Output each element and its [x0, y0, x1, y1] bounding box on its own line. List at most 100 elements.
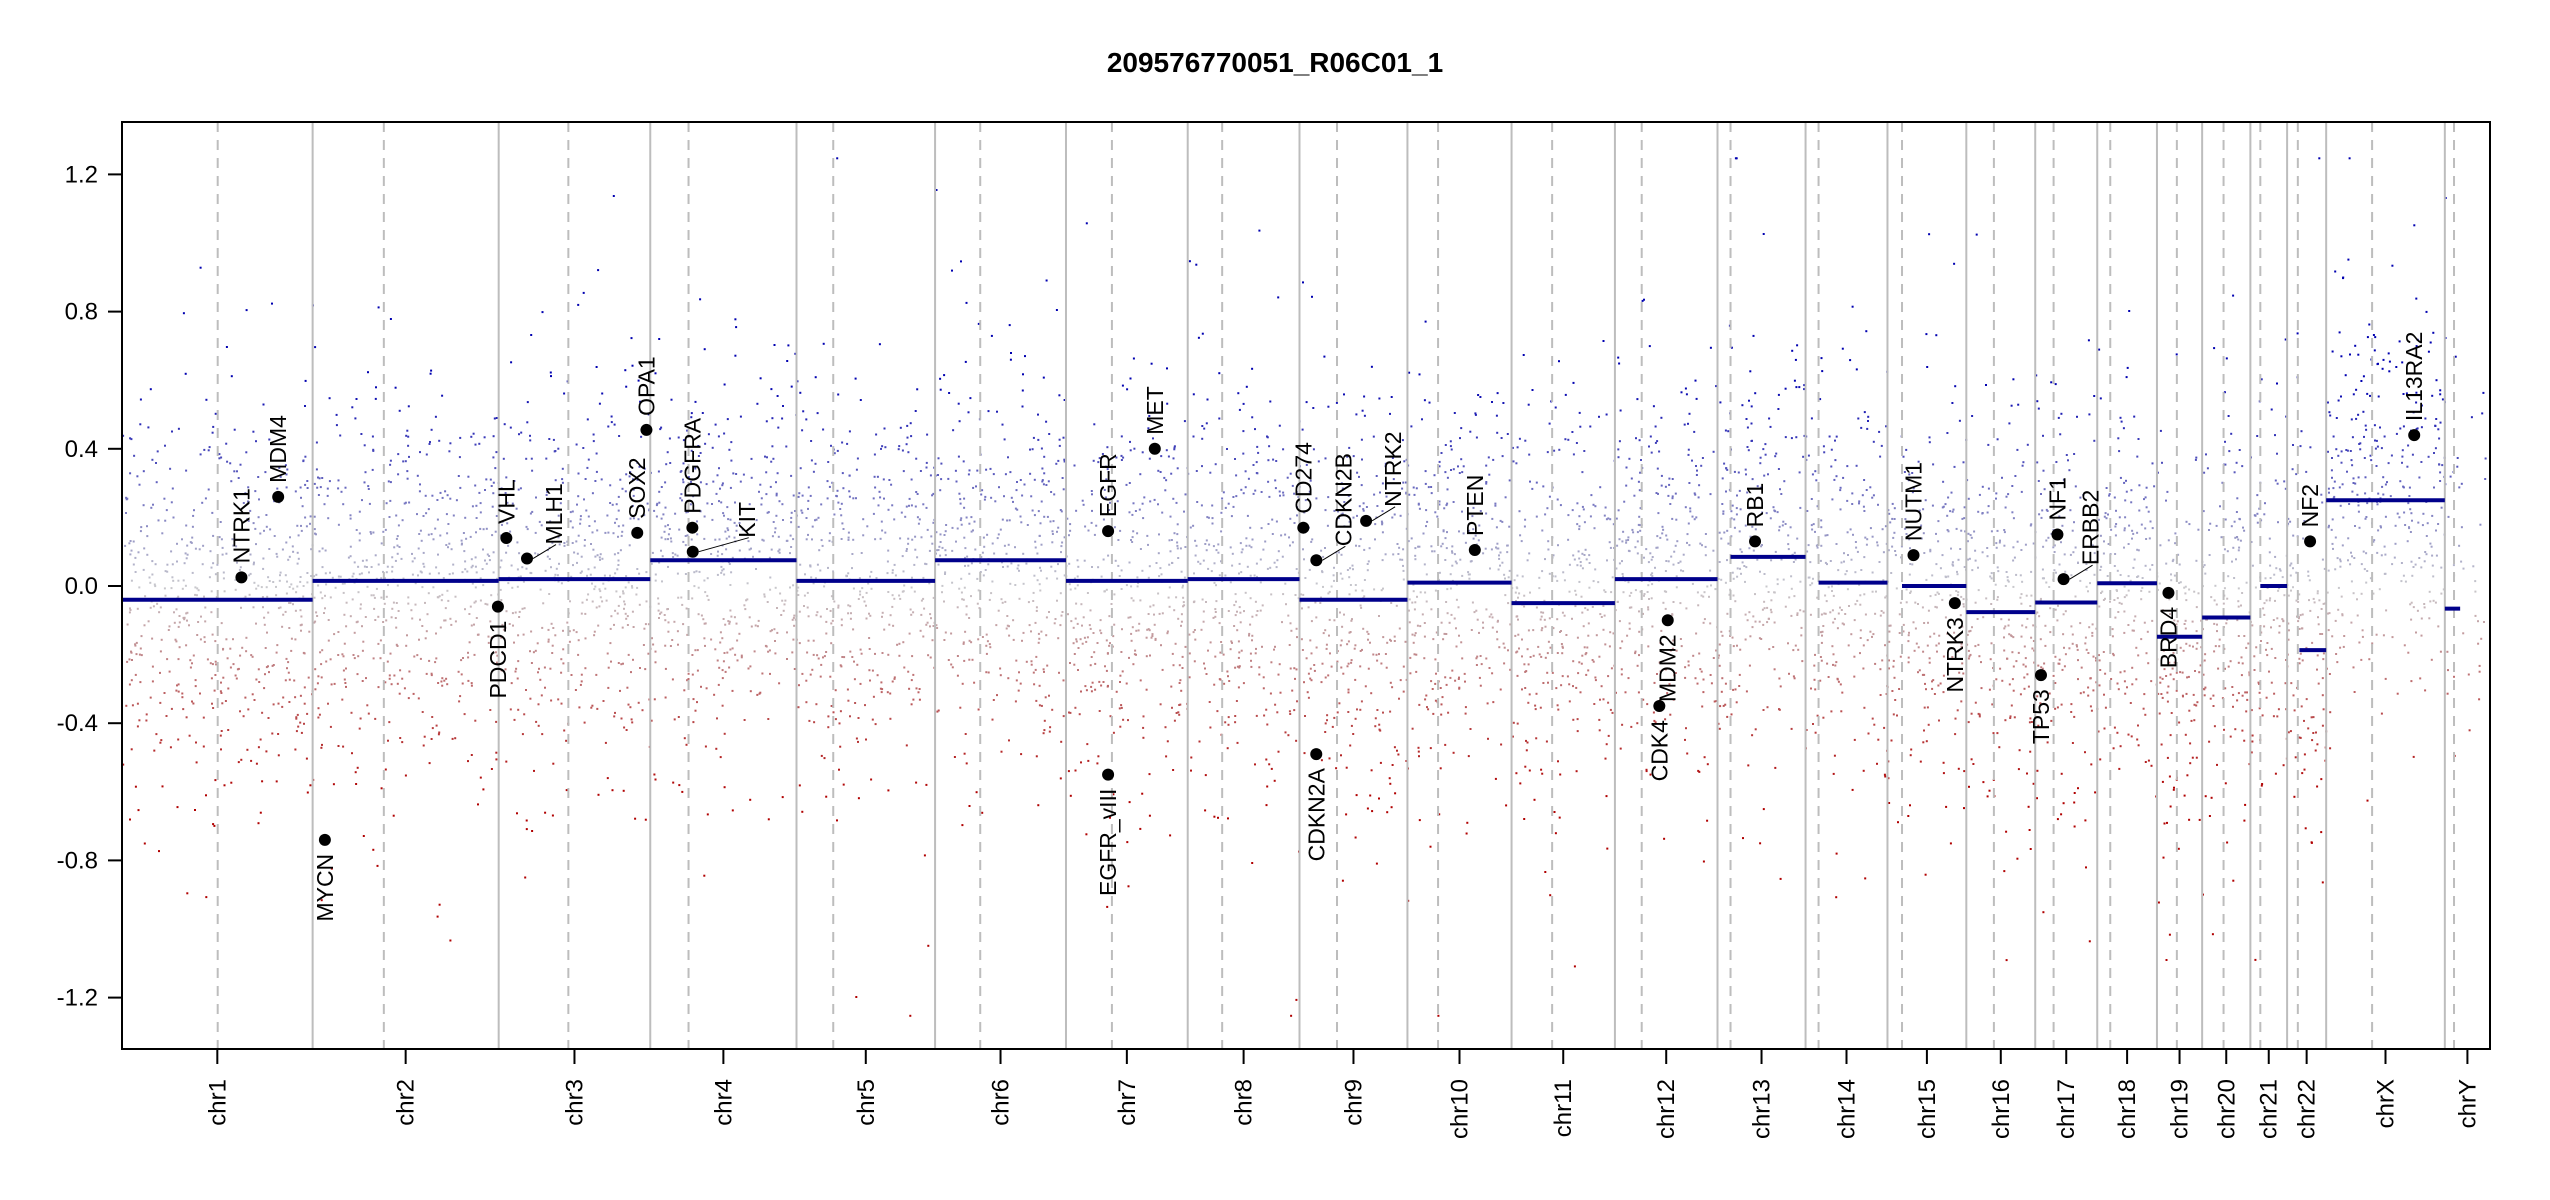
probe-point	[1687, 664, 1690, 667]
probe-point	[1403, 460, 1406, 463]
probe-point	[1173, 448, 1176, 451]
probe-point	[419, 529, 422, 532]
probe-point	[920, 536, 923, 539]
probe-point	[1504, 496, 1507, 499]
probe-point	[1346, 665, 1349, 668]
probe-point	[1005, 627, 1008, 630]
probe-point	[408, 670, 411, 673]
probe-point	[1182, 601, 1185, 604]
probe-point	[302, 585, 305, 587]
probe-point	[848, 495, 851, 498]
probe-point	[385, 502, 388, 505]
probe-point	[1045, 616, 1048, 619]
probe-point	[988, 643, 991, 646]
probe-point	[288, 602, 291, 604]
probe-point	[1133, 653, 1136, 656]
probe-point	[1620, 668, 1623, 671]
probe-point	[1181, 586, 1184, 589]
probe-point	[1471, 515, 1474, 518]
probe-point	[1356, 708, 1358, 711]
probe-point	[1762, 233, 1765, 235]
probe-point	[525, 457, 528, 460]
probe-point	[1242, 682, 1245, 685]
probe-point	[1649, 435, 1652, 438]
probe-point	[214, 573, 217, 576]
probe-point	[1289, 713, 1292, 715]
probe-point	[177, 658, 180, 661]
probe-point	[1604, 591, 1607, 593]
probe-point	[373, 596, 376, 599]
probe-point	[516, 568, 519, 571]
probe-point	[736, 659, 739, 662]
probe-point	[909, 608, 912, 611]
probe-point	[910, 613, 913, 616]
probe-point	[724, 530, 727, 533]
probe-point	[1478, 631, 1480, 634]
probe-point	[459, 695, 462, 698]
probe-point	[1502, 642, 1505, 645]
probe-point	[245, 650, 248, 653]
probe-point	[577, 639, 580, 642]
probe-point	[669, 537, 672, 540]
probe-point	[1348, 576, 1351, 579]
probe-point	[1443, 507, 1446, 510]
probe-point	[1268, 445, 1271, 448]
probe-point	[684, 535, 687, 537]
probe-point	[1572, 660, 1575, 663]
probe-point	[183, 618, 186, 621]
probe-point	[221, 553, 224, 556]
probe-point	[1079, 638, 1082, 641]
probe-point	[225, 346, 228, 348]
probe-point	[1270, 593, 1273, 596]
probe-point	[1810, 687, 1812, 690]
probe-point	[1697, 604, 1700, 607]
probe-point	[1739, 567, 1741, 570]
probe-point	[1662, 528, 1665, 531]
probe-point	[268, 580, 271, 582]
probe-point	[1506, 433, 1509, 435]
probe-point	[1029, 448, 1031, 451]
probe-point	[1671, 517, 1674, 520]
probe-point	[626, 615, 629, 618]
probe-point	[664, 506, 667, 509]
probe-point	[447, 523, 450, 525]
probe-point	[704, 745, 707, 748]
probe-point	[1523, 605, 1526, 608]
probe-point	[1502, 402, 1505, 404]
probe-point	[1212, 616, 1215, 619]
probe-point	[407, 596, 410, 599]
probe-point	[1694, 493, 1697, 496]
probe-point	[1272, 458, 1275, 461]
probe-point	[1031, 509, 1034, 512]
probe-point	[136, 607, 139, 610]
probe-point	[518, 552, 521, 555]
probe-point	[629, 517, 632, 520]
probe-point	[1139, 679, 1142, 682]
probe-point	[1022, 631, 1025, 634]
probe-point	[1099, 629, 1102, 632]
probe-point	[1220, 560, 1222, 563]
probe-point	[1256, 575, 1258, 578]
probe-point	[1737, 471, 1740, 474]
probe-point	[545, 457, 548, 460]
probe-point	[697, 613, 700, 616]
probe-point	[613, 423, 616, 426]
probe-point	[410, 609, 413, 612]
probe-point	[1879, 668, 1882, 671]
probe-point	[473, 623, 475, 626]
probe-point	[811, 538, 813, 541]
probe-point	[550, 699, 553, 702]
probe-point	[424, 637, 427, 640]
probe-point	[551, 652, 554, 654]
probe-point	[1138, 622, 1141, 625]
probe-point	[1180, 689, 1183, 692]
probe-point	[384, 768, 387, 771]
probe-point	[211, 431, 214, 434]
probe-point	[1445, 504, 1448, 507]
probe-point	[646, 502, 649, 505]
probe-point	[859, 399, 862, 401]
probe-point	[222, 577, 225, 580]
probe-point	[1654, 425, 1657, 428]
probe-point	[756, 625, 759, 628]
probe-point	[1787, 534, 1790, 537]
